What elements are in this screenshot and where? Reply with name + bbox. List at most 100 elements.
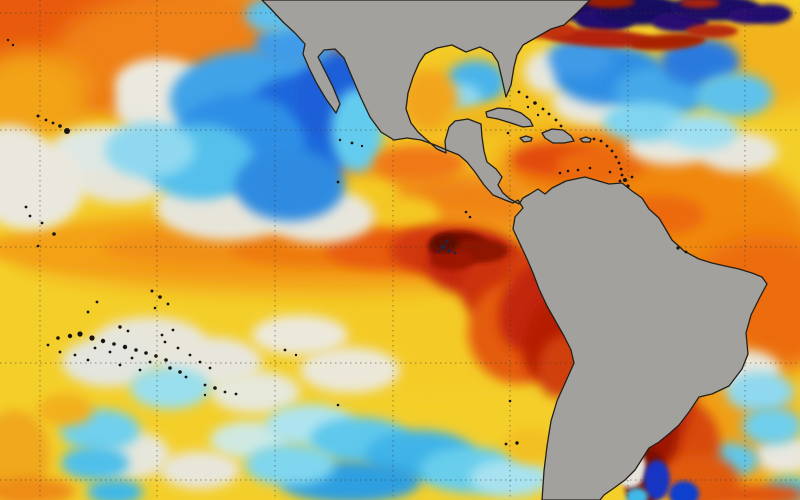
island-dot-tuamotu-society-islands: [208, 366, 212, 370]
island-dot-hawaiian-islands: [64, 128, 70, 134]
island-dot-line-islands: [24, 205, 28, 209]
island-dot-line-islands: [28, 214, 32, 218]
anomaly-blob: [715, 484, 800, 500]
anomaly-blob: [370, 197, 440, 233]
landmass-puerto-rico: [579, 136, 592, 143]
island-dot-caribbean-misc: [576, 168, 580, 172]
island-group-galapagos-islands: [437, 240, 457, 255]
anomaly-blob: [644, 460, 670, 500]
island-dot-bahamas: [554, 118, 558, 122]
island-dot-bahamas: [547, 112, 551, 116]
island-dot-caribbean-misc: [588, 166, 592, 170]
anomaly-blob: [669, 481, 699, 500]
island-dot-pacific-misc: [360, 144, 364, 148]
island-dot-lesser-antilles: [626, 184, 630, 188]
island-group-phoenix-islands: [86, 300, 130, 333]
island-dot-hawaiian-islands: [51, 121, 55, 125]
anomaly-blob: [0, 140, 85, 230]
anomaly-blob: [548, 38, 612, 78]
landmass-jamaica: [519, 135, 533, 143]
anomaly-blob: [160, 451, 240, 489]
anomaly-blob: [0, 477, 75, 500]
anomaly-blob: [130, 367, 210, 409]
island-dot-bahamas: [533, 101, 537, 105]
island-dot-lesser-antilles: [592, 137, 596, 141]
island-dot-tuamotu-society-islands: [223, 390, 227, 394]
island-dot-amazon-mouth-islands: [684, 250, 688, 254]
island-dot-pacific-misc: [336, 180, 340, 184]
island-dot-phoenix-islands: [95, 300, 99, 304]
island-dot-phoenix-islands: [86, 310, 90, 314]
anomaly-blob: [666, 114, 738, 150]
island-dot-caribbean-misc: [623, 178, 627, 182]
anomaly-blob: [470, 459, 550, 497]
anomaly-blob: [660, 38, 740, 86]
island-dot-bahamas: [517, 90, 521, 94]
island-dot-tuamotu-society-islands: [73, 353, 77, 357]
island-dot-galapagos-islands: [445, 240, 449, 244]
landmass-hispaniola: [541, 128, 575, 144]
island-dot-pacific-misc: [350, 141, 354, 145]
island-dot-hawaiian-islands: [58, 124, 62, 128]
island-dot-tuamotu-society-islands: [176, 346, 180, 350]
island-dot-bahamas: [541, 107, 545, 111]
island-dot-marquesas-islands: [153, 306, 157, 310]
island-dot-tuamotu-society-islands: [86, 358, 90, 362]
island-dot-tuamotu-society-islands: [160, 333, 164, 337]
island-group-line-islands: [24, 205, 56, 248]
island-dot-pacific-misc: [338, 138, 342, 142]
island-dot-caribbean-misc: [630, 175, 634, 179]
island-dot-tuamotu-society-islands: [112, 342, 116, 346]
island-dot-line-islands: [40, 221, 44, 225]
landmass-layer: [261, 0, 768, 500]
island-dot-tuamotu-society-islands: [164, 358, 168, 362]
island-dot-tuamotu-society-islands: [171, 328, 175, 332]
island-dot-tuamotu-society-islands: [178, 370, 182, 374]
island-dot-pacific-misc: [468, 215, 472, 219]
island-dot-tuamotu-society-islands: [184, 375, 188, 379]
island-dot-tuamotu-society-islands: [148, 360, 152, 364]
anomaly-blob: [755, 436, 800, 474]
island-dot-bahamas: [526, 105, 530, 109]
island-dot-tuamotu-society-islands: [163, 340, 167, 344]
island-dot-marquesas-islands: [158, 295, 162, 299]
anomaly-blob: [375, 146, 465, 180]
island-dot-tuamotu-society-islands: [108, 350, 112, 354]
island-dot-pacific-misc: [504, 442, 508, 446]
island-dot-tuamotu-society-islands: [234, 392, 238, 396]
island-dot-tuamotu-society-islands: [58, 350, 62, 354]
landmass-americas-mainland: [261, 0, 768, 500]
anomaly-blob: [585, 0, 635, 8]
anomaly-blob: [742, 407, 800, 445]
island-dot-pacific-misc: [336, 403, 340, 407]
anomaly-blob: [402, 70, 458, 130]
island-dot-pacific-misc: [6, 38, 10, 42]
island-dot-galapagos-islands: [447, 249, 451, 253]
island-dot-marquesas-islands: [166, 302, 170, 306]
island-dot-tuamotu-society-islands: [154, 354, 158, 358]
anomaly-blob: [245, 444, 335, 486]
island-dot-tuamotu-society-islands: [67, 333, 73, 339]
island-dot-lesser-antilles: [619, 167, 623, 171]
anomaly-blob: [61, 446, 129, 480]
anomaly-blob: [0, 50, 90, 140]
anomaly-blob: [431, 234, 459, 252]
island-group-amazon-mouth-islands: [676, 246, 688, 254]
anomaly-blob: [210, 371, 300, 413]
island-group-hawaiian-islands: [36, 114, 70, 134]
anomaly-blob: [697, 73, 773, 117]
island-dot-phoenix-islands: [126, 329, 130, 333]
island-dot-caribbean-misc: [608, 170, 612, 174]
island-dot-hawaiian-islands: [44, 118, 48, 122]
island-dot-phoenix-islands: [118, 325, 122, 329]
island-dot-tuamotu-society-islands: [138, 368, 142, 372]
island-dot-tuamotu-society-islands: [168, 366, 172, 370]
island-dot-hawaiian-islands: [36, 114, 40, 118]
island-dot-tuamotu-society-islands: [188, 353, 192, 357]
island-dot-caribbean-misc: [566, 169, 570, 173]
anomaly-blob: [686, 24, 738, 38]
anomaly-blob: [626, 488, 648, 500]
island-dot-tuamotu-society-islands: [144, 351, 148, 355]
